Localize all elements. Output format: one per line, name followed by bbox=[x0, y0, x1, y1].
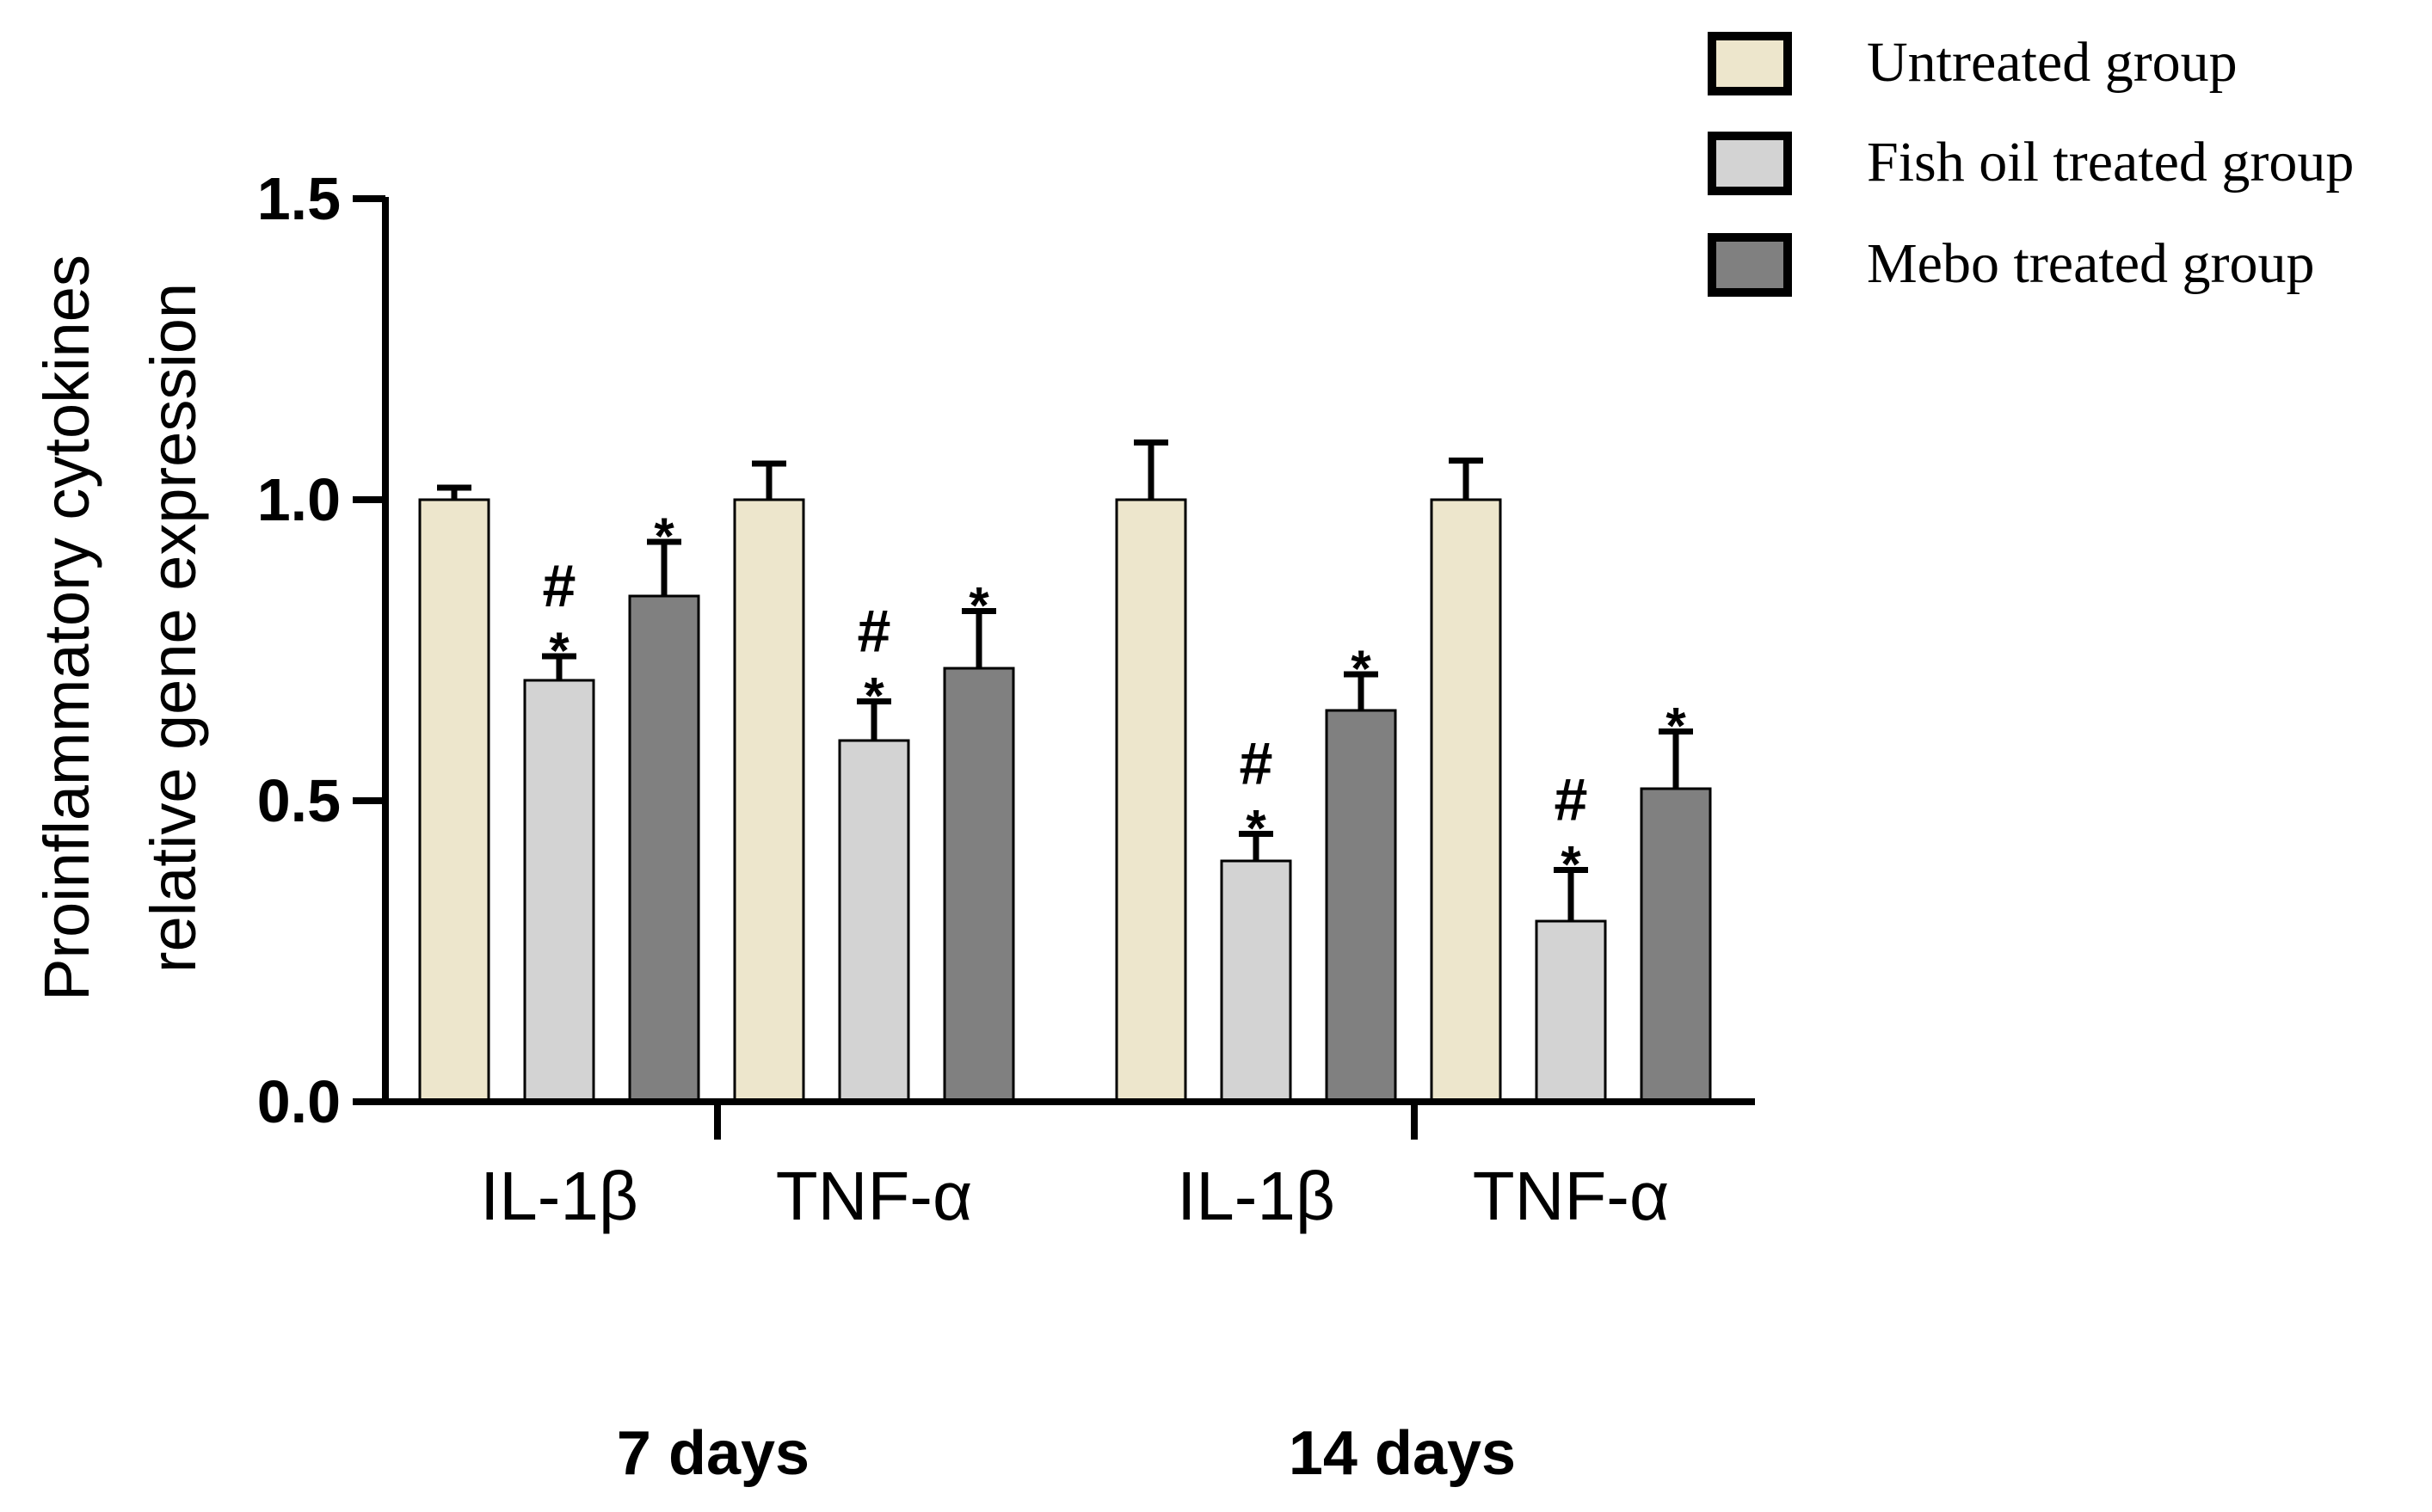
significance-star: * bbox=[1561, 836, 1581, 894]
x-tick-label: IL-1β bbox=[1177, 1158, 1335, 1234]
bar bbox=[1430, 498, 1502, 1103]
significance-star: * bbox=[1246, 800, 1266, 857]
significance-star: * bbox=[1351, 640, 1371, 698]
significance-star: * bbox=[549, 622, 570, 679]
period-label: 7 days bbox=[617, 1419, 810, 1488]
period-label: 14 days bbox=[1289, 1419, 1516, 1488]
bar bbox=[628, 594, 700, 1103]
bar bbox=[838, 739, 910, 1103]
significance-star: * bbox=[969, 577, 989, 635]
bar bbox=[1535, 919, 1607, 1103]
y-tick-label: 1.5 bbox=[257, 165, 341, 232]
legend-label: Mebo treated group bbox=[1867, 232, 2315, 295]
bar bbox=[523, 679, 595, 1103]
axes-layer: 0.0 0.5 1.0 1.5 bbox=[257, 165, 1755, 1140]
x-tick-label: TNF-α bbox=[1473, 1158, 1669, 1234]
bar bbox=[418, 498, 490, 1103]
legend: Untreated group Fish oil treated group Meb… bbox=[1708, 31, 2354, 297]
bar bbox=[943, 667, 1015, 1103]
bar bbox=[1115, 498, 1187, 1103]
legend-swatch bbox=[1708, 32, 1792, 95]
bar bbox=[1220, 859, 1292, 1103]
significance-hash: # bbox=[1240, 730, 1273, 797]
significance-star: * bbox=[1665, 698, 1686, 755]
y-tick-label: 1.0 bbox=[257, 466, 341, 533]
significance-hash: # bbox=[543, 552, 576, 619]
y-axis-label-line2: relative gene expression bbox=[138, 283, 209, 973]
y-axis-label: Proinflammatory cytokines relative gene … bbox=[31, 255, 209, 1001]
significance-hash: # bbox=[1555, 766, 1588, 833]
significance-hash: # bbox=[858, 598, 891, 665]
significance-star: * bbox=[654, 507, 674, 565]
bar bbox=[733, 498, 805, 1103]
y-axis-label-line1: Proinflammatory cytokines bbox=[31, 255, 102, 1001]
legend-swatch bbox=[1708, 132, 1792, 195]
legend-label: Untreated group bbox=[1867, 31, 2238, 94]
y-tick-label: 0.0 bbox=[257, 1068, 341, 1135]
bar bbox=[1640, 787, 1712, 1103]
bars-layer bbox=[418, 439, 1712, 1103]
bar bbox=[1325, 709, 1397, 1103]
labels-layer: *#**# **#**#*IL-1β TNF-α IL-1β TNF-α7 days 14… bbox=[480, 507, 1686, 1488]
y-tick-label: 0.5 bbox=[257, 767, 341, 834]
legend-swatch bbox=[1708, 233, 1792, 297]
legend-label: Fish oil treated group bbox=[1867, 131, 2354, 194]
x-tick-label: TNF-α bbox=[776, 1158, 972, 1234]
significance-star: * bbox=[864, 667, 884, 725]
x-tick-label: IL-1β bbox=[480, 1158, 638, 1234]
